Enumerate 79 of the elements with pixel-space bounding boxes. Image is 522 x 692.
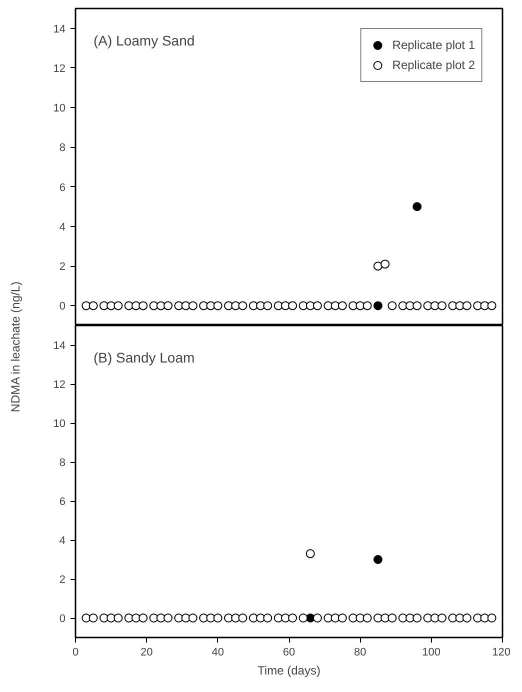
point	[238, 614, 248, 622]
point	[362, 301, 372, 310]
point	[373, 614, 382, 622]
annotation: (A) Loamy Sand	[94, 32, 195, 48]
point	[312, 301, 322, 310]
y-tick-label: 12	[53, 379, 66, 391]
point	[164, 614, 173, 622]
y-tick-label: 6	[59, 496, 66, 508]
point	[213, 301, 222, 310]
y-tick-label: 6	[59, 182, 66, 194]
point	[238, 301, 248, 310]
point	[380, 614, 390, 622]
y-tick-label: 0	[59, 300, 66, 313]
point	[405, 614, 414, 622]
point	[188, 301, 198, 310]
point	[131, 614, 140, 622]
point	[462, 301, 472, 310]
y-tick-label: 0	[59, 613, 66, 625]
point	[114, 301, 123, 310]
point	[213, 614, 222, 622]
annotation: (B) Sandy Loam	[94, 350, 195, 366]
y-tick-label: 10	[53, 418, 66, 430]
y-axis-title: NDMA in leachate (ng/L)	[8, 281, 22, 412]
point	[288, 614, 298, 622]
point	[263, 301, 272, 310]
x-tick-label: 20	[140, 646, 153, 658]
point	[487, 614, 496, 622]
point	[138, 301, 148, 310]
point	[188, 614, 198, 622]
point	[438, 301, 447, 310]
point	[88, 301, 98, 310]
x-tick-label: 40	[212, 646, 224, 658]
y-tick-label: 10	[53, 102, 66, 115]
y-tick-label: 8	[59, 142, 66, 154]
point	[138, 614, 148, 622]
y-tick-label: 14	[53, 340, 66, 352]
x-tick-label: 60	[282, 646, 296, 658]
point	[88, 614, 98, 622]
y-tick-label: 2	[59, 574, 66, 586]
point	[380, 260, 390, 269]
y-tick-label: 14	[53, 23, 66, 36]
point	[114, 614, 123, 622]
point	[388, 301, 397, 310]
x-tick-label: 120	[492, 646, 511, 658]
y-tick-label: 8	[59, 457, 66, 469]
point	[373, 262, 382, 271]
x-axis-title: Time (days)	[258, 664, 320, 678]
point	[306, 549, 315, 558]
point	[298, 614, 308, 622]
point	[412, 614, 422, 622]
x-tick-label: 0	[72, 646, 79, 658]
point	[487, 301, 496, 310]
point	[473, 614, 482, 622]
legend-label: Replicate plot 1	[392, 38, 475, 52]
point	[348, 614, 358, 622]
y-tick-label: 4	[59, 535, 66, 547]
point	[312, 614, 322, 622]
point	[338, 301, 347, 310]
point	[199, 614, 208, 622]
point	[412, 202, 422, 212]
point	[362, 614, 372, 622]
point	[462, 614, 472, 622]
point	[388, 614, 397, 622]
point	[248, 614, 258, 622]
y-tick-label: 12	[53, 62, 66, 75]
point	[263, 614, 272, 622]
legend-label: Replicate plot 2	[392, 58, 475, 72]
point	[288, 301, 298, 310]
y-tick-label: 4	[59, 221, 66, 234]
point	[99, 614, 108, 622]
x-tick-label: 100	[422, 646, 441, 658]
point	[338, 614, 347, 622]
y-tick-label: 2	[59, 261, 66, 274]
point	[438, 614, 447, 622]
point	[412, 301, 422, 310]
point	[164, 301, 173, 310]
x-tick-label: 80	[354, 646, 366, 658]
point	[373, 301, 382, 310]
point	[373, 555, 382, 564]
